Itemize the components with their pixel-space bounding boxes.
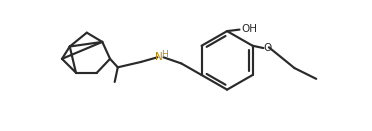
Text: N: N (155, 51, 163, 62)
Text: H: H (161, 50, 168, 59)
Text: O: O (263, 43, 272, 53)
Text: OH: OH (242, 24, 258, 34)
